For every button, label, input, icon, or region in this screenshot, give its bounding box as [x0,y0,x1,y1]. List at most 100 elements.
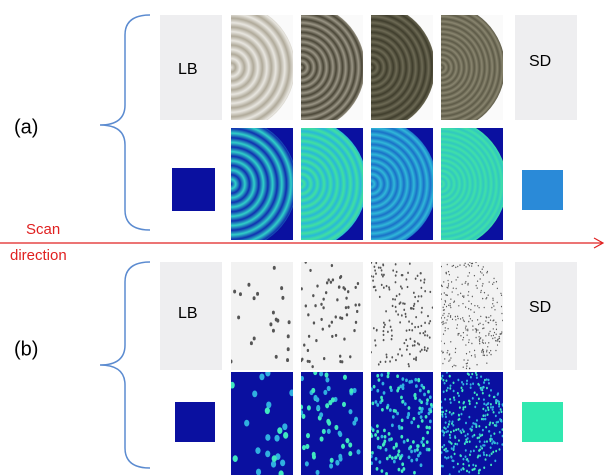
dot [407,286,409,288]
dot [378,266,380,268]
dot [456,288,457,290]
dot [411,329,413,331]
dot [428,322,430,324]
dot [486,378,488,381]
dot [462,467,464,470]
dot [423,332,425,334]
dot [375,344,377,346]
dot [469,368,470,370]
dot [426,398,429,402]
dot [454,443,456,446]
dot [482,285,483,287]
dot [483,354,484,356]
dot [444,456,446,459]
dot [457,294,458,296]
dot [481,351,482,353]
dot [414,396,417,400]
dot [445,409,447,412]
dot [389,408,392,412]
dot [427,347,429,349]
dot [408,406,411,410]
dot [465,325,466,327]
lb-map [175,402,215,442]
dot [375,457,378,461]
dot [460,335,461,337]
dot [479,440,481,443]
dot [287,334,290,338]
dot [500,293,501,295]
dot [454,453,456,456]
dot [303,344,305,347]
dot [374,433,377,437]
dot [323,357,325,360]
dot [477,305,478,307]
dot [471,303,472,305]
dot [481,290,482,292]
dot [460,318,461,320]
dot [335,315,337,318]
dot [421,307,423,309]
dot [401,314,403,316]
dot [474,311,475,313]
dot [312,294,314,297]
dot [343,338,345,341]
dot [247,283,250,287]
dot [476,402,478,405]
dot [455,319,456,321]
dot [325,372,329,377]
dot [475,426,477,429]
dot [449,411,451,414]
dot [496,324,497,326]
dot [307,405,311,410]
dot [381,269,383,271]
dot [482,328,483,330]
dot [457,276,458,278]
dot [376,403,379,407]
dot [383,334,385,336]
dot [323,390,327,395]
dot [420,287,422,289]
dot [447,425,449,428]
dot [345,297,347,300]
dot [423,281,425,283]
dot [316,284,318,287]
dot [408,320,410,322]
dot [492,408,494,411]
dot [451,459,453,462]
dot [414,340,416,342]
dot [476,330,477,332]
dot [443,390,445,393]
dot [448,423,450,426]
dot [490,354,491,356]
dot [420,325,422,327]
dot [469,440,471,443]
dot [468,399,470,402]
dot [375,262,377,264]
dot [468,471,470,474]
dot [458,418,460,421]
dot [467,359,468,361]
dot [276,319,279,323]
image [300,261,363,370]
dot [395,444,398,448]
image [370,371,434,475]
dot [445,379,447,382]
dot [448,440,450,443]
dot [391,356,393,358]
dot [455,267,456,269]
dot [485,335,486,337]
dot [250,341,253,345]
dot [426,431,429,435]
dot [477,319,478,321]
dot [472,382,474,385]
dot [378,460,381,464]
dot [396,374,399,378]
dot [370,461,373,465]
dot [458,305,459,307]
dot [454,300,455,302]
dot [386,356,388,358]
dot [482,339,483,341]
dot [443,309,444,311]
dot [502,435,504,438]
dot [401,354,403,356]
